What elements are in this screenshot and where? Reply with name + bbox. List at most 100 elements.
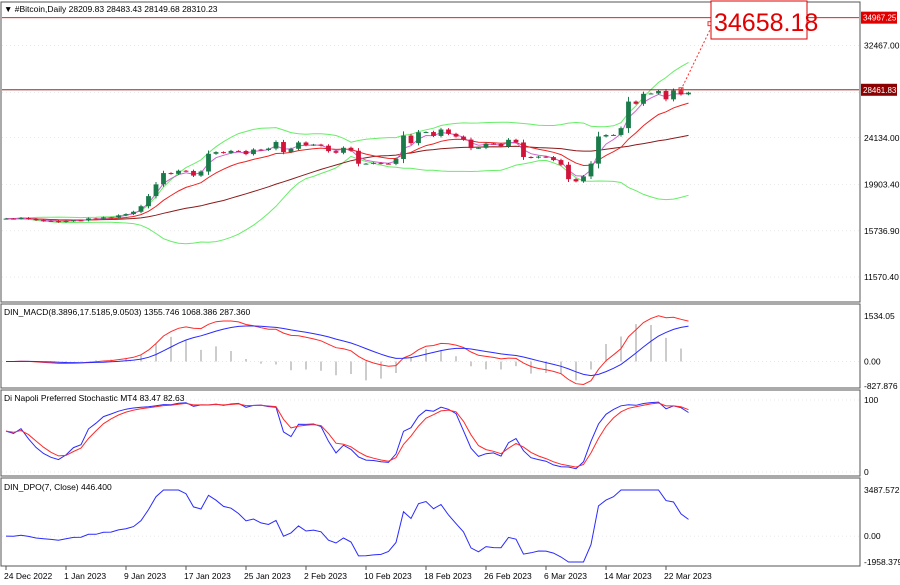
candle-body xyxy=(378,162,384,164)
candle-body xyxy=(656,91,661,94)
macd-plot xyxy=(2,315,859,386)
stoch-tick-label: 100 xyxy=(864,395,878,405)
date-tick-label: 2 Feb 2023 xyxy=(304,571,347,581)
candle-body xyxy=(116,215,121,218)
candle-body xyxy=(296,142,301,149)
candle-body xyxy=(393,158,399,164)
candle-body xyxy=(176,170,181,174)
candle-body xyxy=(3,218,9,220)
candle-body xyxy=(213,152,219,154)
macd-signal-line xyxy=(6,325,689,377)
candle-body xyxy=(123,214,129,216)
level-price-label: 34967.25 xyxy=(863,14,897,23)
candle-body xyxy=(101,217,106,219)
candle-body xyxy=(626,101,631,129)
macd-title: DIN_MACD(8.3896,17.5185,9.0503) 1355.746… xyxy=(4,307,250,317)
stoch-tick-label: 0 xyxy=(864,467,869,477)
candle-body xyxy=(191,170,196,176)
candle-body xyxy=(573,179,579,182)
stoch-k-line xyxy=(5,401,689,470)
macd-tick-label: -827.876 xyxy=(864,381,898,391)
candle-body xyxy=(581,176,586,182)
projection-label: 34658.18 xyxy=(714,9,818,37)
projection-start-marker xyxy=(678,87,684,93)
projection-label-box xyxy=(710,0,808,40)
candle-body xyxy=(303,142,309,146)
candle-body xyxy=(551,157,556,161)
candle-body xyxy=(318,144,324,146)
main-header: ▼ #Bitcoin,Daily 28209.83 28483.43 28149… xyxy=(4,4,218,14)
dpo-tick-label: 3487.572 xyxy=(864,485,900,495)
candle-body xyxy=(513,139,519,143)
candle-body xyxy=(686,92,691,95)
dpo-line xyxy=(5,489,689,563)
candle-body xyxy=(663,91,669,100)
candle-body xyxy=(416,132,421,144)
candle-body xyxy=(333,151,339,153)
candle-body xyxy=(558,160,564,165)
candle-body xyxy=(71,220,76,222)
candle-body xyxy=(491,143,496,145)
candle-body xyxy=(356,150,361,164)
candle-body xyxy=(93,218,99,220)
price-axis: 34967.25 28461.83 32467.00 24134.00 19903.40… xyxy=(861,11,900,567)
candle-body xyxy=(468,139,474,149)
date-tick-label: 10 Feb 2023 xyxy=(364,571,412,581)
candle-body xyxy=(18,217,24,219)
candle-body xyxy=(671,90,676,100)
candle-body xyxy=(288,148,294,153)
date-tick-label: 25 Jan 2023 xyxy=(244,571,291,581)
candle-body xyxy=(228,150,234,153)
level-price-tag xyxy=(861,11,897,24)
candle-body xyxy=(78,220,84,222)
macd-tick-label: 0.00 xyxy=(864,356,881,366)
candle-body xyxy=(326,145,331,152)
candle-body xyxy=(588,163,594,177)
candle-body xyxy=(566,164,571,180)
date-tick-label: 24 Dec 2022 xyxy=(4,571,52,581)
candle-body xyxy=(153,184,159,197)
candle-body xyxy=(108,217,114,219)
candle-body xyxy=(633,101,639,104)
candle-body xyxy=(236,150,241,152)
candle-body xyxy=(423,132,429,134)
date-tick-label: 14 Mar 2023 xyxy=(604,571,652,581)
candle-body xyxy=(536,156,541,158)
candle-body xyxy=(33,218,39,221)
date-tick-label: 18 Feb 2023 xyxy=(424,571,472,581)
candle-body xyxy=(311,144,316,146)
candle-body xyxy=(596,136,601,164)
candle-body xyxy=(273,142,279,149)
candle-body xyxy=(86,218,91,221)
candle-body xyxy=(506,139,511,147)
level-price-tag xyxy=(861,83,897,96)
candle-body xyxy=(528,156,534,158)
price-tick-label: 32467.00 xyxy=(864,40,900,50)
candle-body xyxy=(221,152,226,154)
lower-band-line xyxy=(5,155,689,245)
dpo-tick-label: 0.00 xyxy=(864,531,881,541)
price-tick-label: 11570.40 xyxy=(864,272,899,282)
candle-body xyxy=(258,149,264,151)
dpo-plot xyxy=(2,489,859,563)
dpo-tick-label: -1958.379 xyxy=(864,557,900,567)
candle-body xyxy=(678,90,684,95)
candle-body xyxy=(56,221,61,223)
candle-body xyxy=(146,196,151,207)
candle-body xyxy=(131,211,136,215)
candle-body xyxy=(438,129,444,136)
main-plot xyxy=(2,17,859,278)
candle-body xyxy=(41,220,46,222)
price-tick-label: 19903.40 xyxy=(864,180,900,190)
candle-body xyxy=(618,128,624,135)
candle-body xyxy=(386,163,391,165)
candle-body xyxy=(48,220,54,222)
candle-body xyxy=(348,147,354,151)
candle-body xyxy=(161,173,166,185)
candle-body xyxy=(266,148,271,151)
candle-body xyxy=(641,93,646,104)
candle-body xyxy=(521,142,526,157)
date-tick-label: 22 Mar 2023 xyxy=(664,571,712,581)
candle-body xyxy=(611,134,616,136)
